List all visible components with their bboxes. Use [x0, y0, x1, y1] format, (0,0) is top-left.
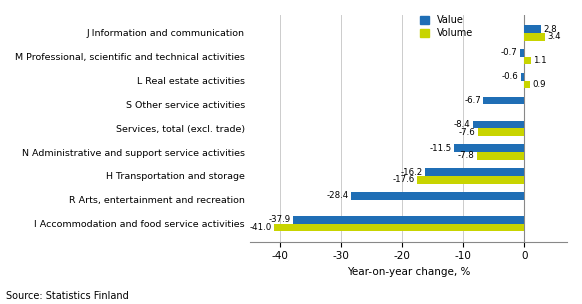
Text: 1.1: 1.1 [534, 56, 547, 65]
Legend: Value, Volume: Value, Volume [420, 15, 473, 38]
Text: -0.6: -0.6 [502, 72, 518, 81]
Bar [520, 49, 524, 57]
Bar [524, 57, 531, 64]
Text: 2.8: 2.8 [544, 25, 558, 34]
Bar [524, 25, 541, 33]
Bar [477, 152, 524, 160]
Bar [521, 73, 524, 81]
Text: 0.9: 0.9 [532, 80, 546, 89]
X-axis label: Year-on-year change, %: Year-on-year change, % [347, 267, 470, 277]
Text: -6.7: -6.7 [464, 96, 481, 105]
Bar [274, 224, 524, 231]
Text: -11.5: -11.5 [430, 144, 452, 153]
Text: -8.4: -8.4 [454, 120, 471, 129]
Bar [417, 176, 524, 184]
Text: -16.2: -16.2 [401, 168, 423, 177]
Bar [425, 168, 524, 176]
Text: -37.9: -37.9 [268, 215, 290, 224]
Bar [351, 192, 524, 200]
Text: -28.4: -28.4 [327, 192, 349, 200]
Bar [473, 121, 524, 128]
Text: -7.6: -7.6 [459, 128, 475, 136]
Text: -17.6: -17.6 [392, 175, 414, 184]
Bar [524, 33, 545, 40]
Text: -7.8: -7.8 [457, 151, 474, 161]
Text: 3.4: 3.4 [548, 32, 561, 41]
Bar [454, 144, 524, 152]
Text: -0.7: -0.7 [501, 48, 517, 57]
Bar [478, 128, 524, 136]
Bar [293, 216, 524, 224]
Text: -41.0: -41.0 [250, 223, 272, 232]
Bar [524, 81, 530, 88]
Text: Source: Statistics Finland: Source: Statistics Finland [6, 291, 129, 301]
Bar [484, 97, 524, 105]
